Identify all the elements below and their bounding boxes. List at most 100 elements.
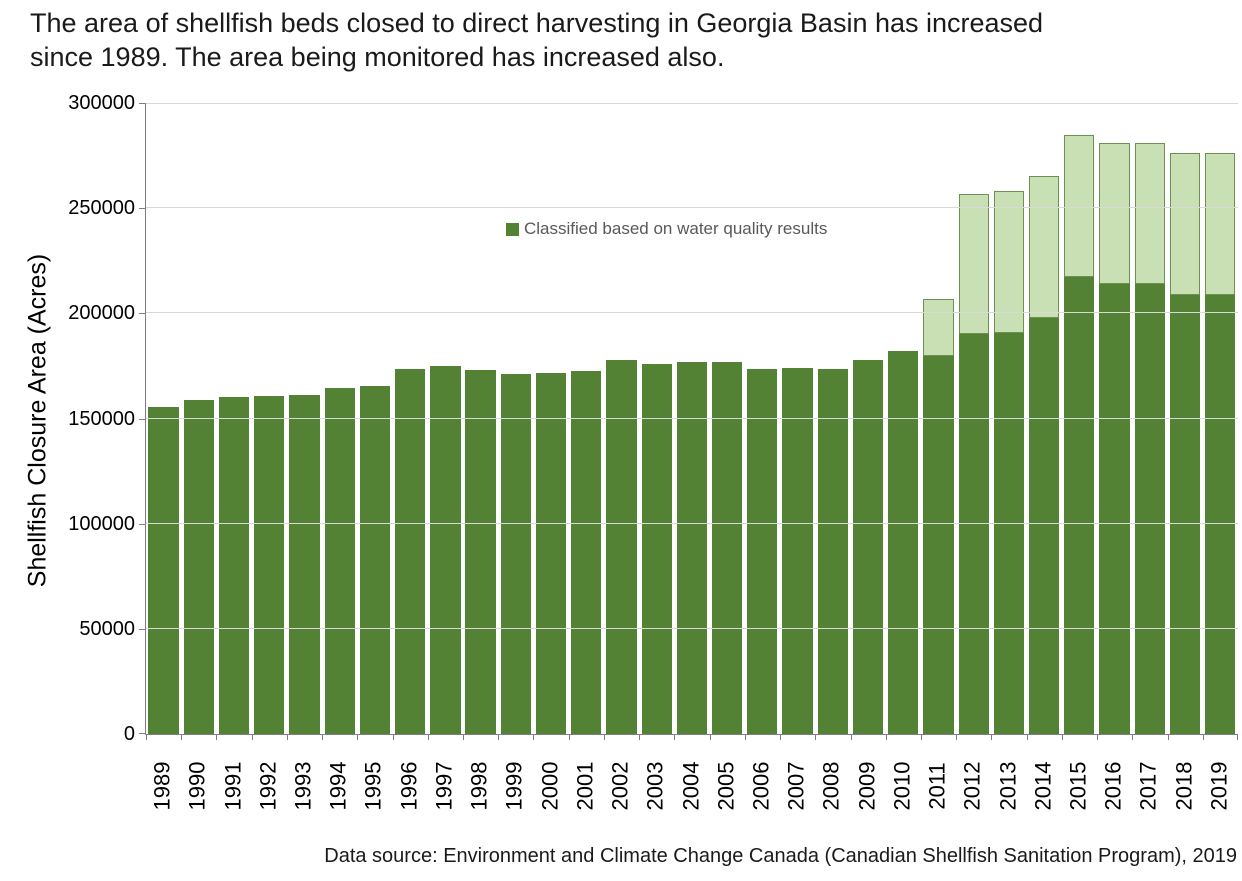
x-tick-label-2017: 2017 — [1131, 740, 1166, 832]
x-tick-mark — [498, 734, 500, 740]
bar-group-1997 — [428, 103, 463, 734]
x-tick-label-2001: 2001 — [568, 740, 603, 832]
bar-group-2018 — [1167, 103, 1202, 734]
y-tick-label-250000: 250000 — [68, 197, 135, 220]
y-tick-label-200000: 200000 — [68, 302, 135, 325]
bar-group-2003 — [639, 103, 674, 734]
chart-title: The area of shellfish beds closed to dir… — [30, 6, 1210, 74]
bar-monitored-segment-2015 — [1064, 135, 1095, 277]
y-tick-mark-100000 — [139, 523, 146, 525]
bar-group-2000 — [533, 103, 568, 734]
bar-classified-segment-1992 — [254, 396, 285, 734]
x-tick-label-text: 2007 — [783, 761, 809, 811]
x-tick-label-text: 2001 — [572, 761, 598, 811]
bar-group-1996 — [393, 103, 428, 734]
y-tick-label-300000: 300000 — [68, 92, 135, 114]
x-tick-mark — [991, 734, 993, 740]
x-tick-label-text: 2011 — [924, 762, 950, 810]
x-tick-label-text: 1995 — [360, 761, 386, 811]
y-tick-mark-150000 — [139, 418, 146, 420]
bar-group-1992 — [252, 103, 287, 734]
x-tick-label-text: 1990 — [184, 761, 210, 811]
x-tick-mark — [815, 734, 817, 740]
bar-group-2005 — [710, 103, 745, 734]
x-tick-label-text: 1999 — [501, 761, 527, 811]
bar-classified-segment-2006 — [747, 368, 778, 734]
x-tick-mark — [1132, 734, 1134, 740]
x-tick-mark — [1167, 734, 1169, 740]
x-tick-label-1992: 1992 — [251, 740, 286, 832]
x-tick-label-1999: 1999 — [497, 740, 532, 832]
x-tick-label-text: 1993 — [290, 761, 316, 811]
x-tick-mark — [780, 734, 782, 740]
bar-monitored-segment-2017 — [1134, 142, 1165, 284]
x-tick-mark — [392, 734, 394, 740]
x-tick-label-2012: 2012 — [955, 740, 990, 832]
bar-classified-segment-1994 — [324, 388, 355, 734]
bar-group-2015 — [1062, 103, 1097, 734]
bar-classified-segment-2005 — [711, 362, 743, 734]
x-tick-mark — [603, 734, 605, 740]
x-tick-label-2010: 2010 — [885, 740, 920, 832]
bar-classified-segment-1993 — [289, 394, 320, 734]
x-tick-label-text: 1998 — [466, 761, 492, 811]
bar-classified-segment-1991 — [218, 397, 250, 734]
bar-group-1998 — [463, 103, 498, 734]
bar-classified-segment-2009 — [852, 360, 884, 734]
x-tick-label-2011: 2011 — [920, 740, 955, 832]
x-tick-label-text: 2006 — [748, 761, 774, 811]
bar-group-2007 — [780, 103, 815, 734]
gridline-50000 — [146, 627, 1238, 629]
x-tick-label-2016: 2016 — [1096, 740, 1131, 832]
x-tick-mark — [1026, 734, 1028, 740]
x-tick-label-text: 1989 — [149, 761, 175, 811]
bar-classified-segment-1998 — [465, 369, 496, 734]
x-tick-label-1993: 1993 — [286, 740, 321, 832]
x-tick-label-2015: 2015 — [1061, 740, 1096, 832]
x-tick-label-2002: 2002 — [603, 740, 638, 832]
bar-monitored-segment-2019 — [1205, 152, 1236, 296]
x-tick-label-1990: 1990 — [180, 740, 215, 832]
x-tick-mark — [885, 734, 887, 740]
bar-group-1990 — [181, 103, 216, 734]
gridline-300000 — [146, 103, 1238, 104]
bar-classified-segment-2003 — [641, 363, 672, 734]
x-tick-mark — [1237, 734, 1238, 740]
x-tick-mark — [286, 734, 288, 740]
x-tick-label-2008: 2008 — [814, 740, 849, 832]
x-tick-mark — [1097, 734, 1099, 740]
bar-group-2010 — [886, 103, 921, 734]
y-tick-mark-50000 — [139, 628, 146, 630]
gridline-250000 — [146, 207, 1238, 209]
bar-classified-segment-2016 — [1099, 283, 1130, 734]
x-tick-label-1995: 1995 — [356, 740, 391, 832]
x-tick-label-text: 2000 — [537, 761, 563, 811]
bar-group-1993 — [287, 103, 322, 734]
y-tick-mark-250000 — [139, 208, 146, 210]
data-source-note: Data source: Environment and Climate Cha… — [324, 845, 1237, 867]
x-tick-label-2000: 2000 — [532, 740, 567, 832]
x-tick-mark — [427, 734, 429, 740]
x-tick-label-text: 2014 — [1030, 761, 1056, 811]
bars-layer — [146, 103, 1238, 734]
bar-classified-segment-1999 — [500, 373, 531, 734]
y-tick-mark-300000 — [139, 103, 146, 104]
x-tick-mark — [216, 734, 218, 740]
x-tick-label-2019: 2019 — [1202, 740, 1237, 832]
bar-group-2019 — [1203, 103, 1238, 734]
x-tick-label-1998: 1998 — [462, 740, 497, 832]
x-tick-mark — [568, 734, 570, 740]
x-tick-label-1996: 1996 — [392, 740, 427, 832]
bar-classified-segment-2001 — [571, 370, 602, 734]
bar-group-1994 — [322, 103, 357, 734]
bar-classified-segment-2010 — [888, 350, 919, 734]
x-tick-label-1989: 1989 — [145, 740, 180, 832]
y-tick-label-150000: 150000 — [68, 407, 135, 430]
bar-group-2006 — [745, 103, 780, 734]
x-tick-label-1991: 1991 — [215, 740, 250, 832]
bar-group-2002 — [604, 103, 639, 734]
bar-classified-segment-2017 — [1134, 283, 1165, 734]
bar-classified-segment-2014 — [1028, 317, 1060, 734]
x-tick-label-2004: 2004 — [673, 740, 708, 832]
x-tick-label-text: 1997 — [431, 761, 457, 811]
